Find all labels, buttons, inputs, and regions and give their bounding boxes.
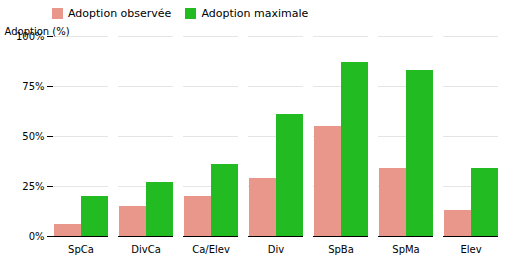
svg-text:Ca/Elev: Ca/Elev (192, 244, 230, 255)
svg-text:SpCa: SpCa (68, 244, 94, 255)
html-text:Adoption maximale: Adoption maximale (201, 6, 309, 20)
svg-text:SpMa: SpMa (392, 244, 419, 255)
svg-text:DivCa: DivCa (131, 244, 161, 255)
svg-text:Elev: Elev (460, 244, 481, 255)
svg-text:25%: 25% (22, 181, 44, 192)
svg-text:Adoption (%): Adoption (%) (5, 26, 70, 37)
html-text:Adoption observée: Adoption observée (68, 6, 172, 20)
svg-text:50%: 50% (22, 131, 44, 142)
svg-text:0%: 0% (29, 231, 45, 242)
svg-text:SpBa: SpBa (328, 244, 354, 255)
svg-text:Div: Div (268, 244, 284, 255)
svg-text:75%: 75% (22, 81, 44, 92)
